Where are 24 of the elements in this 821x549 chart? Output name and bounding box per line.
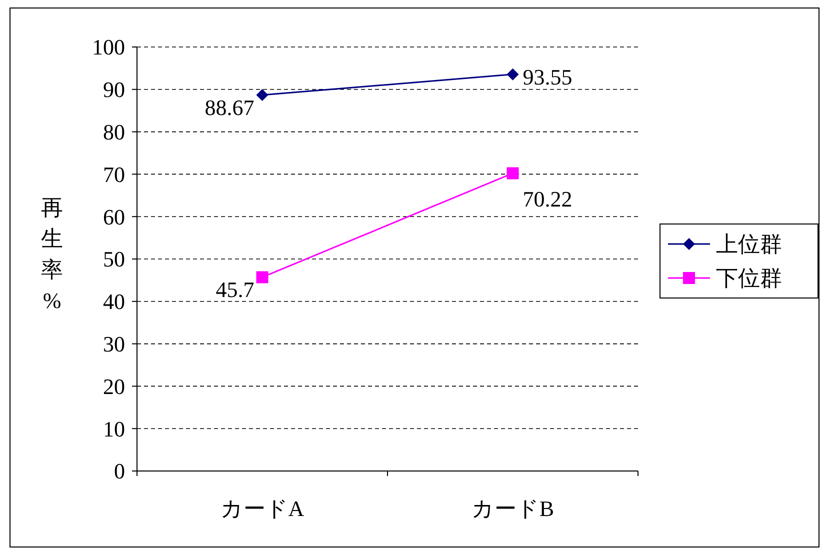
- y-tick-label: 90: [103, 77, 125, 102]
- y-tick-label: 30: [103, 332, 125, 356]
- x-tick-label: カードB: [471, 496, 554, 521]
- y-tick-label: 20: [103, 374, 125, 399]
- data-label: 88.67: [204, 95, 254, 120]
- point: [506, 68, 519, 80]
- legend-label: 上位群: [716, 232, 782, 257]
- point: [256, 89, 268, 102]
- x-tick-label: カードA: [220, 496, 304, 521]
- y-tick-label: 0: [114, 458, 125, 484]
- y-axis-title: 再生率%: [41, 195, 63, 313]
- y-tick-label: 60: [103, 204, 125, 230]
- point: [506, 167, 519, 180]
- y-tick-label: 40: [103, 289, 125, 314]
- point: [256, 271, 268, 284]
- data-label: 70.22: [522, 186, 572, 212]
- y-tick-label: 10: [103, 416, 125, 442]
- legend-label: 下位群: [716, 266, 782, 291]
- y-tick-label: 100: [92, 34, 125, 60]
- data-label: 45.7: [216, 277, 254, 302]
- y-tick-label: 50: [103, 246, 125, 272]
- data-label: 93.55: [522, 64, 572, 90]
- y-tick-label: 80: [103, 120, 125, 144]
- y-tick-label: 70: [103, 162, 125, 187]
